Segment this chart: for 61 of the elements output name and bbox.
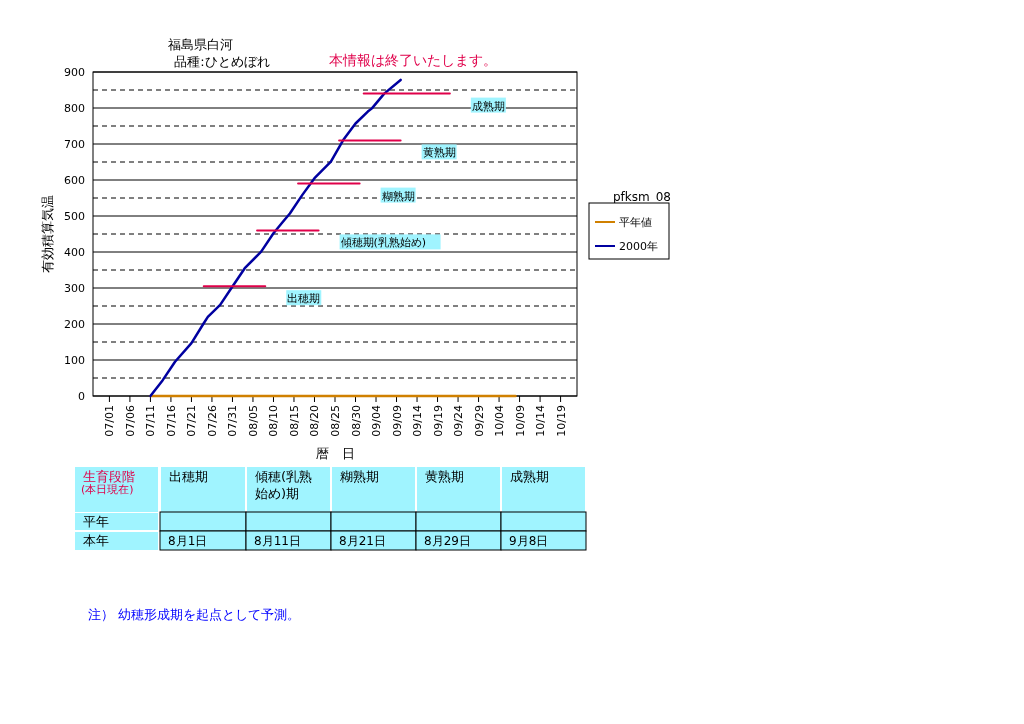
text: 生育段階	[83, 469, 135, 484]
text: 本情報は終了いたします。	[329, 52, 497, 68]
x-tick-label: 07/31	[226, 405, 240, 437]
y-tick-label: 600	[64, 174, 85, 187]
x-tick-label: 08/20	[308, 405, 322, 437]
x-tick-label: 09/19	[431, 405, 445, 437]
x-tick-label: 08/10	[267, 405, 281, 437]
annotation: 糊熟期	[381, 189, 415, 203]
x-tick-label: 10/09	[513, 405, 527, 437]
x-tick-label: 09/04	[370, 405, 384, 437]
x-tick-label: 10/04	[493, 405, 507, 437]
annotation: 黄熟期	[422, 146, 456, 160]
text: 出穂期	[169, 469, 208, 484]
y-tick-label: 800	[64, 102, 85, 115]
text: 糊熟期	[340, 469, 379, 484]
x-tick-label: 07/11	[144, 405, 158, 437]
y-tick-label: 400	[64, 246, 85, 259]
text: 成熟期	[510, 469, 549, 484]
legend-title: pfksm_08	[612, 190, 672, 204]
y-tick-label: 200	[64, 318, 85, 331]
text: 8月21日	[339, 534, 386, 548]
x-tick-label: 08/30	[349, 405, 363, 437]
x-tick-label: 10/19	[554, 405, 568, 437]
x-axis-title: 暦 日	[315, 446, 355, 461]
text: 8月11日	[254, 534, 301, 548]
x-tick-label: 09/24	[452, 405, 466, 437]
x-tick-label: 09/14	[411, 405, 425, 437]
x-tick-label: 07/16	[164, 405, 178, 437]
legend-label: 平年値	[619, 216, 652, 229]
legend-label: 2000年	[619, 240, 658, 253]
y-tick-label: 300	[64, 282, 85, 295]
text: 8月1日	[168, 534, 208, 548]
x-tick-label: 07/06	[123, 405, 137, 437]
y-axis-title: 有効積算気温	[40, 195, 55, 273]
x-tick-label: 08/05	[246, 405, 260, 437]
text: 9月8日	[509, 534, 549, 548]
text: 8月29日	[424, 534, 471, 548]
chart-title: 福島県白河	[167, 37, 233, 52]
x-tick-label: 07/01	[103, 405, 117, 437]
annotation: 傾穂期(乳熟始め)	[340, 236, 427, 250]
y-tick-label: 0	[78, 390, 85, 403]
annotation: 出穂期	[287, 292, 321, 306]
chart-subtitle: 品種:ひとめぼれ	[174, 54, 270, 69]
text: (本日現在)	[81, 483, 134, 496]
x-tick-label: 07/21	[185, 405, 199, 437]
x-tick-label: 10/14	[534, 405, 548, 437]
y-tick-label: 100	[64, 354, 85, 367]
text: 本年	[83, 533, 109, 548]
y-tick-label: 500	[64, 210, 85, 223]
x-tick-label: 07/26	[205, 405, 219, 437]
x-tick-label: 09/09	[390, 405, 404, 437]
x-tick-label: 08/15	[287, 405, 301, 437]
x-tick-label: 09/29	[472, 405, 486, 437]
text: 注） 幼穂形成期を起点として予測。	[88, 607, 301, 622]
y-tick-label: 700	[64, 138, 85, 151]
text: 黄熟期	[425, 469, 464, 484]
x-tick-label: 08/25	[329, 405, 342, 437]
annotation: 成熟期	[471, 99, 505, 113]
y-tick-label: 900	[64, 66, 85, 79]
text: 平年	[83, 514, 109, 529]
text: 傾穂(乳熟始め)期	[255, 469, 313, 501]
